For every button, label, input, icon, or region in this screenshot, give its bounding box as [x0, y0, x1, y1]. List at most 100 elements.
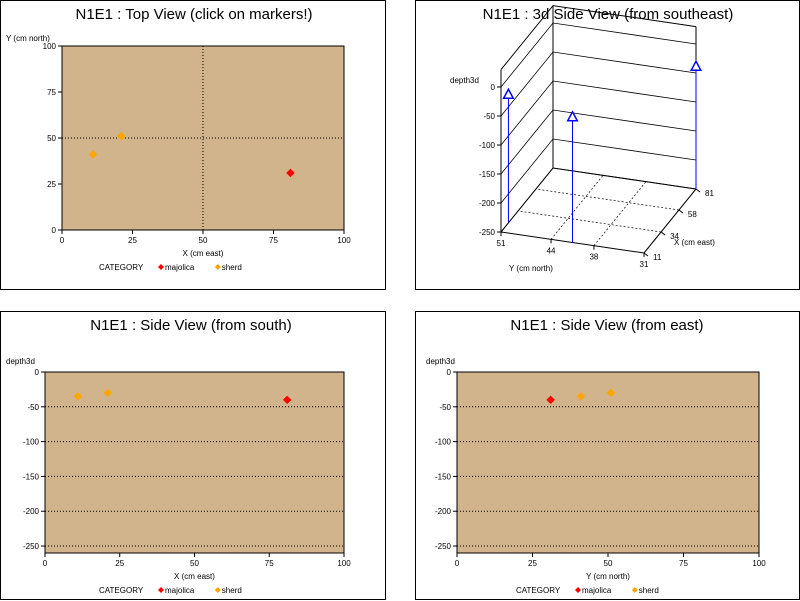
x-tick-label: 75: [679, 559, 688, 568]
chart-title: N1E1 : Top View (click on markers!): [75, 6, 312, 23]
side-view-south-panel: N1E1 : Side View (from south) 0 25 50 75 100 0…: [0, 311, 386, 600]
x-tick-label: 100: [337, 236, 351, 245]
y-tick-label: 0: [52, 226, 57, 235]
x-tick-label: 0: [60, 236, 65, 245]
y-tick-label: 25: [47, 180, 56, 189]
x-tick-label: 11: [653, 253, 662, 262]
y-axis-label: depth3d: [6, 357, 35, 366]
z-tick-label: 0: [491, 83, 496, 92]
x-tick-label: 100: [752, 559, 766, 568]
legend-title: CATEGORY: [99, 586, 144, 595]
side-view-south-chart: N1E1 : Side View (from south) 0 25 50 75 100 0…: [6, 317, 351, 595]
floor-grid-line: [518, 210, 662, 233]
x-tick-label: 50: [604, 559, 613, 568]
legend-label: sherd: [639, 586, 659, 595]
wall-grid-line: [500, 51, 697, 117]
y-tick-label: 31: [640, 260, 649, 269]
legend-title: CATEGORY: [516, 586, 561, 595]
y-tick-label: 0: [35, 368, 40, 377]
chart-title: N1E1 : 3d Side View (from southeast): [483, 6, 734, 23]
x-axis-label: X (cm east): [183, 249, 224, 258]
y-tick-label: 50: [47, 134, 56, 143]
x-tick-label: 34: [670, 232, 679, 241]
axis-frame: [500, 26, 697, 234]
y-tick-label: -100: [435, 438, 452, 447]
x-tick-label: 0: [43, 559, 48, 568]
top-view-panel: N1E1 : Top View (click on markers!) 0 25 50…: [0, 0, 386, 290]
y-tick-label: -200: [435, 507, 452, 516]
legend-marker: [158, 264, 164, 270]
y-tick-label: -150: [23, 472, 40, 481]
wall-grid-line: [500, 22, 697, 88]
chart-title: N1E1 : Side View (from south): [90, 317, 291, 334]
y-axis-label: depth3d: [426, 357, 455, 366]
data-point-majolica: [546, 395, 555, 405]
x-axis-label: X (cm east): [174, 572, 215, 581]
legend-marker: [631, 587, 638, 593]
y-tick-label: -200: [23, 507, 40, 516]
data-point-majolica: [282, 395, 292, 405]
wall-grid-line: [500, 167, 697, 233]
data-point-sherd: [103, 388, 113, 398]
z-tick-label: -50: [483, 112, 495, 121]
y-tick-label: -100: [23, 438, 40, 447]
data-point-sherd: [116, 131, 126, 141]
y-tick-label: 38: [589, 253, 598, 262]
data-point-majolica: [286, 168, 295, 178]
plot-area: [456, 371, 760, 554]
side-view-east-panel: N1E1 : Side View (from east) 0 25 50 75 100 0-…: [415, 311, 800, 600]
x-tick-label: 50: [199, 236, 208, 245]
side-view-east-chart: N1E1 : Side View (from east)0 25 50 75 1000-…: [426, 317, 766, 595]
3d-side-view-chart: N1E1 : 3d Side View (from southeast) 0 -50…: [450, 5, 734, 273]
x-tick-label: 25: [128, 236, 137, 245]
top-view-chart: N1E1 : Top View (click on markers!) 0 25 50…: [6, 6, 351, 272]
z-tick-label: -250: [479, 228, 496, 237]
y-axis-label: Y (cm north): [509, 264, 553, 273]
data-point-sherd: [73, 392, 83, 401]
data-point-3d: [502, 87, 515, 100]
legend-title: CATEGORY: [99, 263, 144, 272]
floor-grid-line: [550, 175, 604, 240]
x-tick-label: 100: [337, 559, 351, 568]
x-tick-label: 50: [190, 559, 199, 568]
wall-grid-line: [500, 138, 697, 204]
legend-marker: [214, 264, 221, 270]
legend-label: majolica: [165, 263, 195, 272]
y-tick-label: 75: [47, 88, 56, 97]
x-tick-label: 58: [688, 210, 697, 219]
y-tick-label: -50: [439, 403, 451, 412]
y-tick-label: 0: [447, 368, 452, 377]
x-tick-mark: [678, 209, 684, 214]
y-tick-label: -150: [435, 472, 452, 481]
plot-area: [44, 371, 345, 554]
y-tick-label: -250: [435, 542, 452, 551]
floor-edge-x: [643, 188, 697, 254]
data-point-sherd: [576, 392, 586, 401]
x-tick-label: 25: [528, 559, 537, 568]
z-tick-label: -150: [479, 170, 496, 179]
data-point-3d: [566, 110, 579, 122]
x-tick-label: 81: [705, 189, 714, 198]
floor-grid-line: [593, 181, 647, 246]
data-point-sherd: [606, 388, 616, 398]
y-tick-label: -50: [27, 403, 39, 412]
legend-label: majolica: [165, 586, 195, 595]
z-axis-label: depth3d: [450, 76, 479, 85]
y-tick-label: 44: [547, 246, 556, 255]
wall-grid-line: [500, 109, 697, 175]
legend-marker: [214, 587, 221, 593]
x-tick-label: 75: [269, 236, 278, 245]
x-tick-label: 0: [455, 559, 460, 568]
x-tick-mark: [643, 252, 649, 257]
data-point-sherd: [88, 150, 98, 159]
x-tick-label: 75: [265, 559, 274, 568]
chart-title: N1E1 : Side View (from east): [510, 317, 703, 334]
data-point-3d: [689, 59, 703, 71]
legend-label: sherd: [222, 263, 242, 272]
x-axis-label: Y (cm north): [586, 572, 630, 581]
wall-grid-line: [500, 80, 697, 146]
y-tick-label: -250: [23, 542, 40, 551]
x-axis-label: X (cm east): [674, 238, 715, 247]
3d-side-view-panel: N1E1 : 3d Side View (from southeast) 0 -50…: [415, 0, 800, 290]
x-tick-label: 25: [115, 559, 124, 568]
